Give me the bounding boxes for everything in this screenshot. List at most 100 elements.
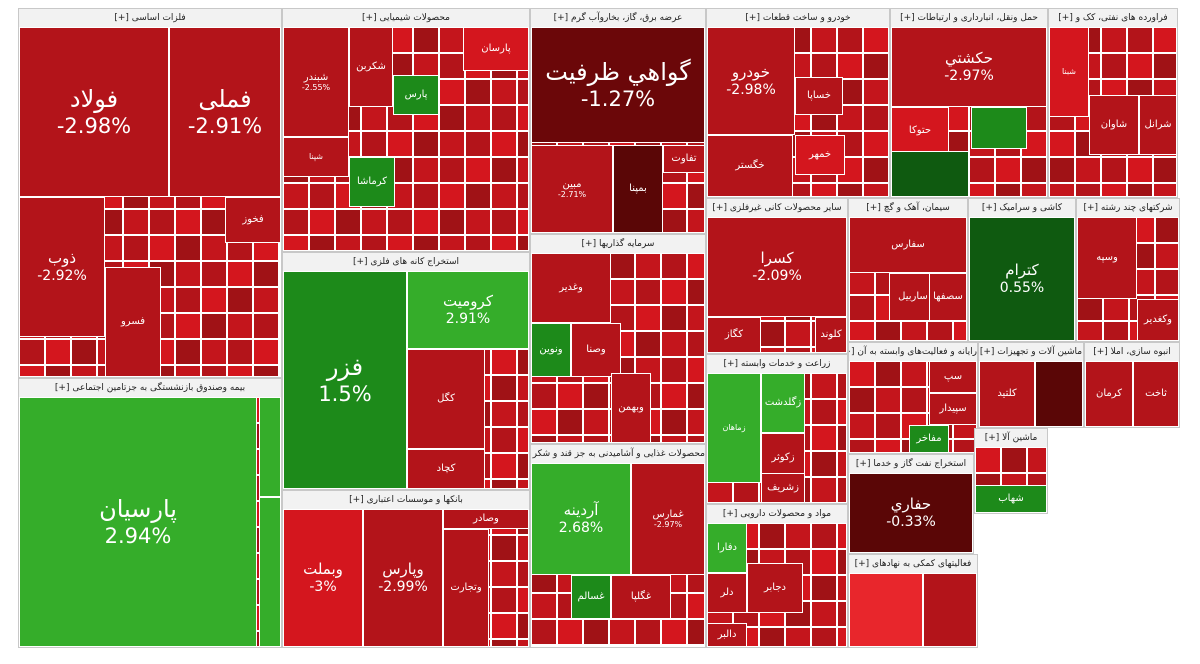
sector-header[interactable]: بیمه وصندوق بازنشستگی به جزتامین اجتماعی…: [19, 379, 281, 398]
tile-filler[interactable]: [1153, 183, 1177, 197]
tile-filler[interactable]: [517, 209, 529, 235]
tile-filler[interactable]: [1049, 183, 1075, 197]
tile-خساپا[interactable]: خساپا: [795, 77, 843, 115]
tile-filler[interactable]: [661, 435, 687, 443]
tile-دالبر[interactable]: دالبر: [707, 623, 747, 647]
tile-filler[interactable]: [491, 183, 517, 209]
tile-filler[interactable]: [439, 79, 465, 105]
tile-filler[interactable]: [19, 365, 45, 377]
tile-filler[interactable]: [837, 27, 863, 53]
sector-header[interactable]: عرضه برق، گاز، بخاروآب گرم [+]: [531, 9, 705, 28]
tile-بمپنا[interactable]: بمپنا: [613, 145, 663, 233]
tile-filler[interactable]: [465, 157, 491, 183]
tile-filler[interactable]: [837, 53, 863, 79]
tile-filler[interactable]: [201, 287, 227, 313]
tile-خمهر[interactable]: خمهر: [795, 135, 845, 175]
tile-filler[interactable]: [583, 435, 609, 443]
tile-filler[interactable]: [849, 387, 875, 413]
tile-filler[interactable]: [863, 157, 889, 183]
tile-کچاد[interactable]: کچاد: [407, 449, 485, 489]
tile-filler[interactable]: [361, 131, 387, 157]
tile-filler[interactable]: [45, 339, 71, 365]
tile-filler[interactable]: [531, 383, 557, 409]
tile-filler[interactable]: [491, 349, 517, 375]
sector-header[interactable]: سیمان، آهک و گچ [+]: [849, 199, 967, 218]
tile-پارس[interactable]: پارس: [393, 75, 439, 115]
tile-filler[interactable]: [175, 313, 201, 339]
tile-filler[interactable]: [1127, 183, 1153, 197]
tile-filler[interactable]: [45, 365, 71, 377]
tile-filler[interactable]: [491, 427, 517, 453]
tile-filler[interactable]: [661, 645, 687, 647]
tile-filler[interactable]: [1155, 243, 1179, 269]
tile-filler[interactable]: [1127, 27, 1153, 53]
tile-وصنا[interactable]: وصنا: [571, 323, 621, 377]
tile-filler[interactable]: [849, 361, 875, 387]
tile-filler[interactable]: [361, 105, 387, 131]
tile-filler[interactable]: [531, 645, 557, 647]
sector-header[interactable]: رایانه و فعالیت‌های وابسته به آن [+]: [849, 343, 977, 362]
tile-شبنا[interactable]: شبنا: [1049, 27, 1089, 117]
tile-filler[interactable]: [517, 131, 529, 157]
tile-filler[interactable]: [849, 295, 875, 321]
tile-filler[interactable]: [517, 401, 529, 427]
tile-filler[interactable]: [387, 209, 413, 235]
tile-filler[interactable]: [635, 253, 661, 279]
tile-filler[interactable]: [811, 601, 837, 627]
tile-filler[interactable]: [465, 131, 491, 157]
tile-سصفها[interactable]: سصفها: [929, 273, 967, 321]
tile-filler[interactable]: [227, 313, 253, 339]
tile-filler[interactable]: [557, 435, 583, 443]
tile-کرومیت[interactable]: کرومیت 2.91%: [407, 271, 529, 349]
tile-دفارا[interactable]: دفارا: [707, 523, 747, 573]
tile-filler[interactable]: [811, 477, 837, 503]
tile-filler[interactable]: [635, 645, 661, 647]
tile-فسرو[interactable]: فسرو: [105, 267, 161, 377]
tile-filler[interactable]: [1021, 157, 1047, 183]
tile-filler[interactable]: [175, 339, 201, 365]
tile-سفارس[interactable]: سفارس: [849, 217, 967, 273]
tile-filler[interactable]: [849, 321, 875, 341]
tile-filler[interactable]: [413, 209, 439, 235]
tile-filler[interactable]: [279, 287, 281, 313]
tile-filler[interactable]: [863, 79, 889, 105]
tile-شرانل[interactable]: شرانل: [1139, 95, 1177, 155]
tile-filler[interactable]: [1049, 157, 1075, 183]
tile-filler[interactable]: [149, 209, 175, 235]
tile-filler[interactable]: [175, 365, 201, 377]
tile-filler[interactable]: [875, 321, 901, 341]
tile-filler[interactable]: [1103, 295, 1129, 321]
tile-filler[interactable]: [557, 619, 583, 645]
tile-filler[interactable]: [491, 157, 517, 183]
sector-header[interactable]: بانکها و موسسات اعتباری [+]: [283, 491, 529, 510]
tile-filler[interactable]: [227, 287, 253, 313]
tile-filler[interactable]: [583, 619, 609, 645]
tile-filler[interactable]: [227, 261, 253, 287]
tile-filler[interactable]: [491, 639, 517, 647]
tile-ونوین[interactable]: ونوین: [531, 323, 571, 377]
tile-filler[interactable]: [837, 425, 847, 451]
tile-filler[interactable]: [1101, 183, 1127, 197]
tile-ذوب[interactable]: ذوب -2.92%: [19, 197, 105, 337]
tile-filler[interactable]: [661, 305, 687, 331]
tile-filler[interactable]: [687, 331, 705, 357]
tile-وبهمن[interactable]: وبهمن: [611, 373, 651, 443]
tile-filler[interactable]: [687, 253, 705, 279]
tile-filler[interactable]: [635, 331, 661, 357]
tile-filler[interactable]: [995, 157, 1021, 183]
tile-زگلدشت[interactable]: زگلدشت: [761, 373, 805, 433]
tile-filler[interactable]: [635, 619, 661, 645]
tile-filler[interactable]: [811, 627, 837, 647]
tile-filler[interactable]: [123, 235, 149, 261]
tile-filler[interactable]: [837, 601, 847, 627]
tile-filler[interactable]: [201, 339, 227, 365]
tile-filler[interactable]: [439, 209, 465, 235]
tile-غمارس[interactable]: غمارس -2.97%: [631, 463, 705, 575]
tile-فملی[interactable]: فملی -2.91%: [169, 27, 281, 197]
sector-header[interactable]: زراعت و خدمات وابسته [+]: [707, 355, 847, 374]
tile-filler[interactable]: [517, 349, 529, 375]
tile-filler[interactable]: [491, 453, 517, 479]
tile-وتجارت[interactable]: وتجارت: [443, 529, 489, 647]
tile-filler[interactable]: [175, 209, 201, 235]
sector-header[interactable]: خودرو و ساخت قطعات [+]: [707, 9, 889, 28]
